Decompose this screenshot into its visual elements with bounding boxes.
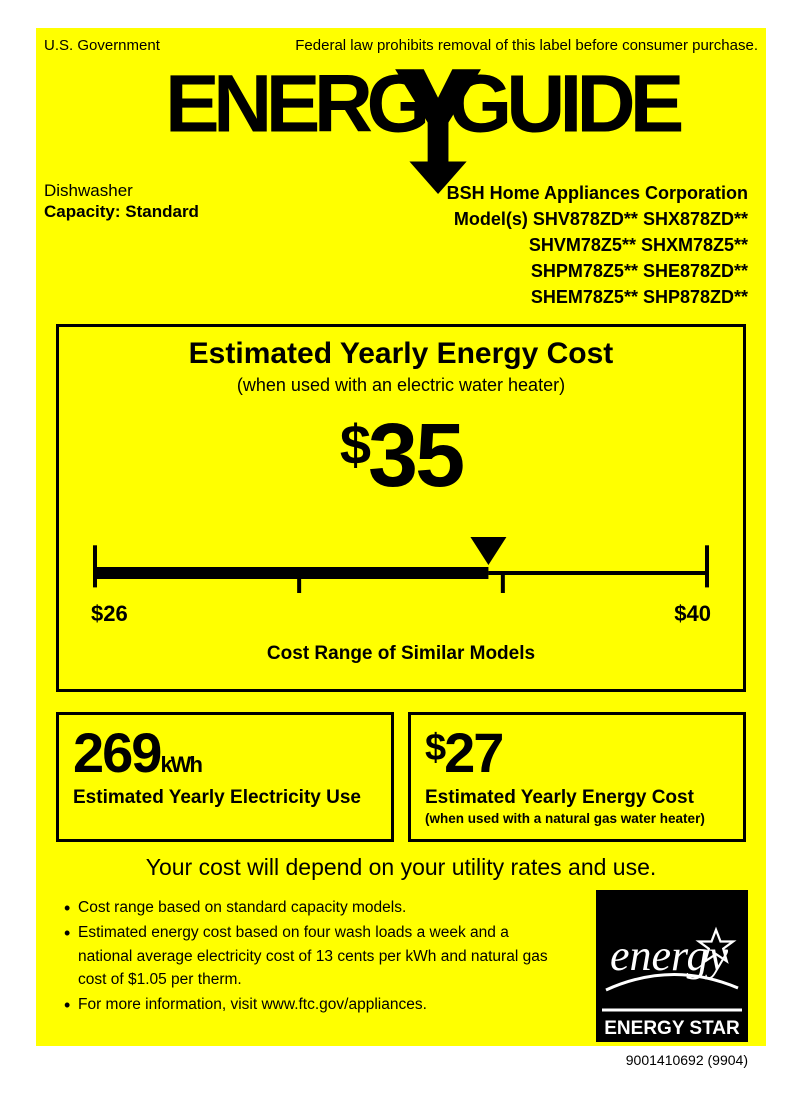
footnote-bullets: Cost range based on standard capacity mo… (64, 896, 564, 1018)
cost-scale: $26 $40 (89, 525, 713, 635)
energy-star-badge: energy ENERGY STAR (596, 890, 748, 1042)
gas-cost-caption: Estimated Yearly Energy Cost (425, 787, 729, 809)
kwh-value: 269 (73, 721, 160, 784)
svg-text:$40: $40 (674, 601, 711, 626)
svg-text:$26: $26 (91, 601, 128, 626)
dollar-sign: $ (340, 413, 368, 476)
svg-text:GUIDE: GUIDE (448, 64, 681, 150)
gov-text: U.S. Government (44, 37, 160, 54)
gas-cost-box: $27 Estimated Yearly Energy Cost (when u… (408, 712, 746, 842)
range-caption: Cost Range of Similar Models (59, 643, 743, 665)
footnote-item: Cost range based on standard capacity mo… (64, 896, 564, 919)
dollar-sign: $ (425, 727, 444, 769)
model-line: SHPM78Z5** SHE878ZD** (447, 258, 748, 284)
main-cost-box: Estimated Yearly Energy Cost (when used … (56, 324, 746, 692)
energyguide-logo: ENERG GUIDE (38, 64, 764, 194)
kwh-unit: kWh (160, 752, 200, 777)
svg-text:ENERG: ENERG (165, 64, 425, 150)
appliance-type: Dishwasher (44, 180, 199, 201)
models-label: Model(s) (454, 209, 528, 229)
capacity-label: Capacity: (44, 202, 121, 221)
model-line: SHV878ZD** SHX878ZD** (533, 209, 748, 229)
electricity-use-box: 269kWh Estimated Yearly Electricity Use (56, 712, 394, 842)
law-text: Federal law prohibits removal of this la… (295, 37, 758, 54)
scale-svg: $26 $40 (89, 525, 713, 635)
bottom-boxes: 269kWh Estimated Yearly Electricity Use … (56, 712, 746, 842)
energy-star-text: ENERGY STAR (604, 1018, 740, 1039)
footnote-item: Estimated energy cost based on four wash… (64, 921, 564, 991)
header-row: U.S. Government Federal law prohibits re… (36, 28, 766, 56)
capacity-value: Standard (125, 202, 199, 221)
manufacturer-name: BSH Home Appliances Corporation (447, 180, 748, 206)
gas-cost-value: 27 (444, 721, 502, 784)
appliance-info: Dishwasher Capacity: Standard (44, 180, 199, 223)
estimated-title: Estimated Yearly Energy Cost (59, 337, 743, 371)
model-line: SHVM78Z5** SHXM78Z5** (447, 232, 748, 258)
footer-code: 9001410692 (9904) (626, 1052, 748, 1068)
estimated-subtitle: (when used with an electric water heater… (59, 375, 743, 396)
kwh-caption: Estimated Yearly Electricity Use (73, 787, 377, 809)
depend-line: Your cost will depend on your utility ra… (36, 854, 766, 881)
cost-number: 35 (368, 406, 462, 506)
energy-script-text: energy (610, 931, 729, 980)
footnote-item: For more information, visit www.ftc.gov/… (64, 993, 564, 1016)
gas-cost-sub: (when used with a natural gas water heat… (425, 811, 729, 826)
cost-value: $35 (59, 405, 743, 508)
model-line: SHEM78Z5** SHP878ZD** (447, 284, 748, 310)
manufacturer-info: BSH Home Appliances Corporation Model(s)… (447, 180, 748, 310)
energy-star-svg: energy ENERGY STAR (596, 890, 748, 1042)
energyguide-logo-svg: ENERG GUIDE (38, 64, 764, 194)
